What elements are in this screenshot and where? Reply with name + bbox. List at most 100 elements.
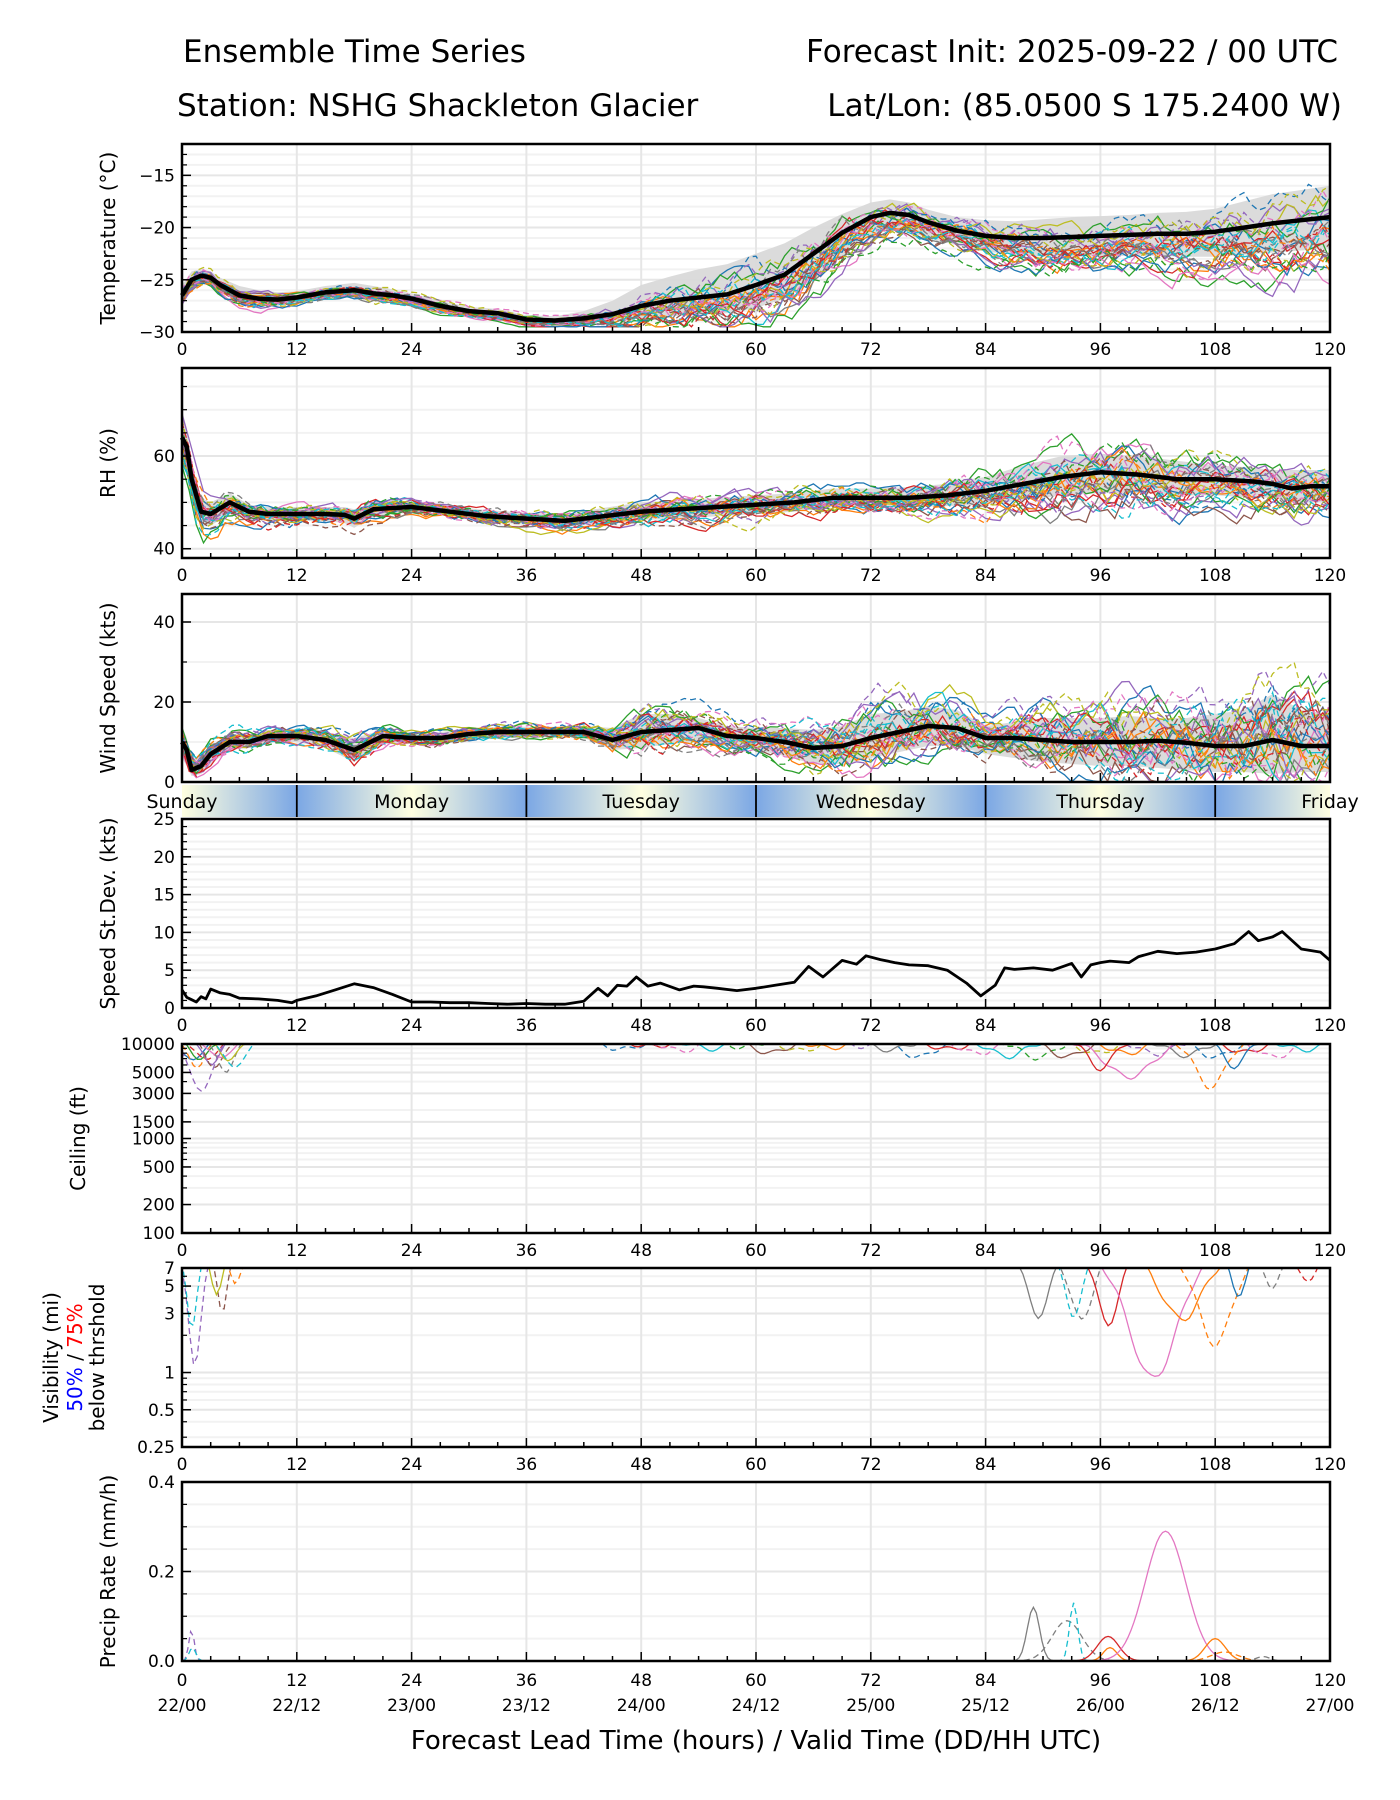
y-axis-label: Temperature (°C) (96, 152, 120, 326)
y-tick-label: 40 (153, 613, 175, 633)
member-line (1059, 1268, 1101, 1320)
y-tick-label: 100 (143, 1224, 175, 1244)
x-tick-label: 24 (401, 340, 423, 360)
y-tick-label: −20 (139, 219, 175, 239)
member-line (1056, 1602, 1091, 1661)
x-tick-label: 12 (286, 1241, 308, 1261)
station-name: Station: NSHG Shackleton Glacier (177, 88, 699, 124)
y-tick-label: 0 (164, 999, 175, 1019)
x-tick-label: 24 (401, 1016, 423, 1036)
member-line (182, 215, 1330, 326)
y-tick-label: −25 (139, 271, 175, 291)
ensemble-mean-line (180, 723, 1330, 773)
x-tick-label: 96 (1090, 1016, 1112, 1036)
member-line (182, 712, 1330, 780)
x-tick-label: 36 (516, 1241, 538, 1261)
member-line (182, 227, 1330, 328)
panel-precip: 0.0 0.2 0.4 Precip Rate (mm/h) (96, 1473, 1332, 1672)
member-line (182, 1044, 213, 1069)
y-tick-label: 3 (164, 1305, 175, 1325)
member-line (802, 1044, 867, 1051)
y-axis-label: Ceiling (ft) (66, 1086, 90, 1191)
member-line (182, 1044, 210, 1061)
x-tick-label: 60 (745, 1016, 767, 1036)
member-line (182, 713, 1330, 782)
y-tick-label: −30 (139, 323, 175, 343)
x-tick-label: 0 (177, 566, 188, 586)
y-tick-label: 10 (153, 923, 175, 943)
x-tick-label: 108 (1199, 1016, 1231, 1036)
member-line (1274, 1044, 1323, 1053)
member-line (1179, 1268, 1249, 1348)
x-tick-label: 108 (1199, 566, 1231, 586)
member-line (1019, 1268, 1057, 1320)
x-tick-label: 84 (975, 1671, 997, 1691)
member-line (731, 1044, 798, 1055)
x-tick-label: 72 (860, 1671, 882, 1691)
member-line (182, 724, 1330, 782)
member-line (1147, 1268, 1221, 1322)
x-tick-label: 96 (1090, 566, 1112, 586)
y-tick-label: −15 (139, 166, 175, 186)
valid-time-label: 26/12 (1191, 1696, 1240, 1716)
member-line (182, 439, 1330, 527)
x-tick-label: 108 (1199, 1455, 1231, 1475)
y-tick-label: 0.2 (148, 1563, 175, 1583)
member-line (182, 1647, 206, 1661)
y-tick-label: 0 (164, 773, 175, 793)
x-tick-label: 120 (1314, 1016, 1346, 1036)
member-line (182, 695, 1330, 771)
member-line (1213, 1044, 1262, 1070)
day-band: Sunday Monday Tuesday Wednesday Thursday Frid… (146, 785, 1359, 817)
member-line (182, 422, 1330, 531)
member-line (182, 183, 1330, 323)
x-tick-label: 24 (401, 1671, 423, 1691)
x-tick-label: 24 (401, 1455, 423, 1475)
y-tick-label: 200 (143, 1196, 175, 1216)
member-line (198, 1044, 237, 1069)
member-line (601, 1044, 648, 1051)
x-tick-label: 48 (630, 1016, 652, 1036)
label-75-percent: 75% (63, 1303, 87, 1347)
member-line (1245, 1044, 1315, 1059)
x-tick-label: 36 (516, 340, 538, 360)
member-line (182, 669, 1330, 770)
ensemble-mean-line (180, 436, 1330, 524)
day-label-sunday: Sunday (146, 791, 217, 813)
member-line (1098, 1044, 1165, 1056)
member-line (1227, 1268, 1250, 1298)
y-tick-label: 5000 (132, 1063, 175, 1083)
x-tick-label: 0 (177, 1671, 188, 1691)
member-line (182, 427, 1330, 532)
y-tick-label: 1000 (132, 1130, 175, 1150)
x-tick-label: 84 (975, 1016, 997, 1036)
valid-time-label: 23/12 (502, 1696, 551, 1716)
x-tick-label: 120 (1314, 1671, 1346, 1691)
y-tick-label: 40 (153, 540, 175, 560)
x-tick-label: 96 (1090, 1671, 1112, 1691)
x-tick-label: 48 (630, 1455, 652, 1475)
member-line (1260, 1268, 1284, 1290)
y-axis-label: Speed St.Dev. (kts) (96, 817, 120, 1009)
x-tick-label: 72 (860, 566, 882, 586)
y-tick-label: 5 (164, 1277, 175, 1297)
station-latlon: Lat/Lon: (85.0500 S 175.2400 W) (827, 88, 1342, 124)
x-tick-label: 24 (401, 1241, 423, 1261)
x-tick-label: 96 (1090, 1241, 1112, 1261)
y-tick-label: 0.5 (148, 1401, 175, 1421)
valid-time-label: 22/00 (158, 1696, 207, 1716)
x-tick-label: 48 (630, 566, 652, 586)
y-tick-label: 0.4 (148, 1473, 175, 1493)
y-tick-label: 20 (153, 848, 175, 868)
y-tick-label: 3000 (132, 1084, 175, 1104)
y-tick-label: 0.25 (137, 1438, 175, 1458)
member-line (182, 1044, 225, 1092)
chart-title: Ensemble Time Series (183, 34, 526, 70)
x-tick-label: 60 (745, 566, 767, 586)
y-tick-label: 60 (153, 447, 175, 467)
x-tick-label: 72 (860, 1016, 882, 1036)
y-tick-label: 10000 (121, 1035, 175, 1055)
member-line (706, 1044, 769, 1050)
member-line (1071, 1044, 1122, 1054)
